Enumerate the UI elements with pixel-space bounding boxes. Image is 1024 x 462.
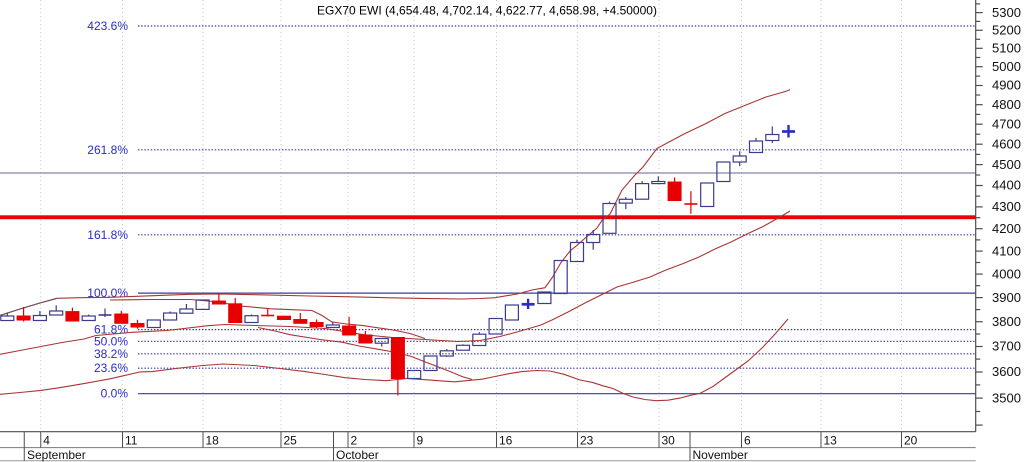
svg-text:5100: 5100 <box>992 41 1021 56</box>
svg-text:4400: 4400 <box>992 178 1021 193</box>
svg-text:4: 4 <box>43 434 50 448</box>
svg-text:4300: 4300 <box>992 199 1021 214</box>
svg-text:EGX70 EWI (4,654.48, 4,702.14,: EGX70 EWI (4,654.48, 4,702.14, 4,622.77,… <box>317 4 657 18</box>
svg-text:October: October <box>336 448 379 462</box>
svg-text:0.0%: 0.0% <box>101 387 129 401</box>
svg-text:423.6%: 423.6% <box>87 19 128 33</box>
svg-text:4000: 4000 <box>992 266 1021 281</box>
svg-text:3600: 3600 <box>992 364 1021 379</box>
svg-text:261.8%: 261.8% <box>87 143 128 157</box>
svg-text:25: 25 <box>284 434 298 448</box>
svg-text:5200: 5200 <box>992 23 1021 38</box>
svg-text:23.6%: 23.6% <box>94 361 128 375</box>
svg-text:13: 13 <box>824 434 838 448</box>
svg-text:4500: 4500 <box>992 157 1021 172</box>
svg-text:3800: 3800 <box>992 314 1021 329</box>
svg-text:4700: 4700 <box>992 116 1021 131</box>
svg-text:3700: 3700 <box>992 339 1021 354</box>
svg-text:161.8%: 161.8% <box>87 228 128 242</box>
svg-text:38.2%: 38.2% <box>94 347 128 361</box>
svg-text:5300: 5300 <box>992 5 1021 20</box>
svg-text:30: 30 <box>662 434 676 448</box>
svg-text:2: 2 <box>351 434 358 448</box>
svg-text:4800: 4800 <box>992 97 1021 112</box>
svg-text:5000: 5000 <box>992 59 1021 74</box>
svg-text:16: 16 <box>499 434 513 448</box>
svg-text:11: 11 <box>125 434 138 448</box>
svg-text:4600: 4600 <box>992 136 1021 151</box>
svg-text:6: 6 <box>744 434 751 448</box>
svg-text:23: 23 <box>580 434 594 448</box>
svg-text:3900: 3900 <box>992 290 1021 305</box>
svg-text:September: September <box>27 448 86 462</box>
svg-text:November: November <box>693 448 748 462</box>
svg-text:20: 20 <box>904 434 918 448</box>
svg-text:4900: 4900 <box>992 78 1021 93</box>
svg-text:9: 9 <box>417 434 424 448</box>
svg-text:50.0%: 50.0% <box>94 334 128 348</box>
svg-text:18: 18 <box>206 434 220 448</box>
svg-text:4100: 4100 <box>992 243 1021 258</box>
svg-text:3500: 3500 <box>992 390 1021 405</box>
svg-text:4200: 4200 <box>992 221 1021 236</box>
